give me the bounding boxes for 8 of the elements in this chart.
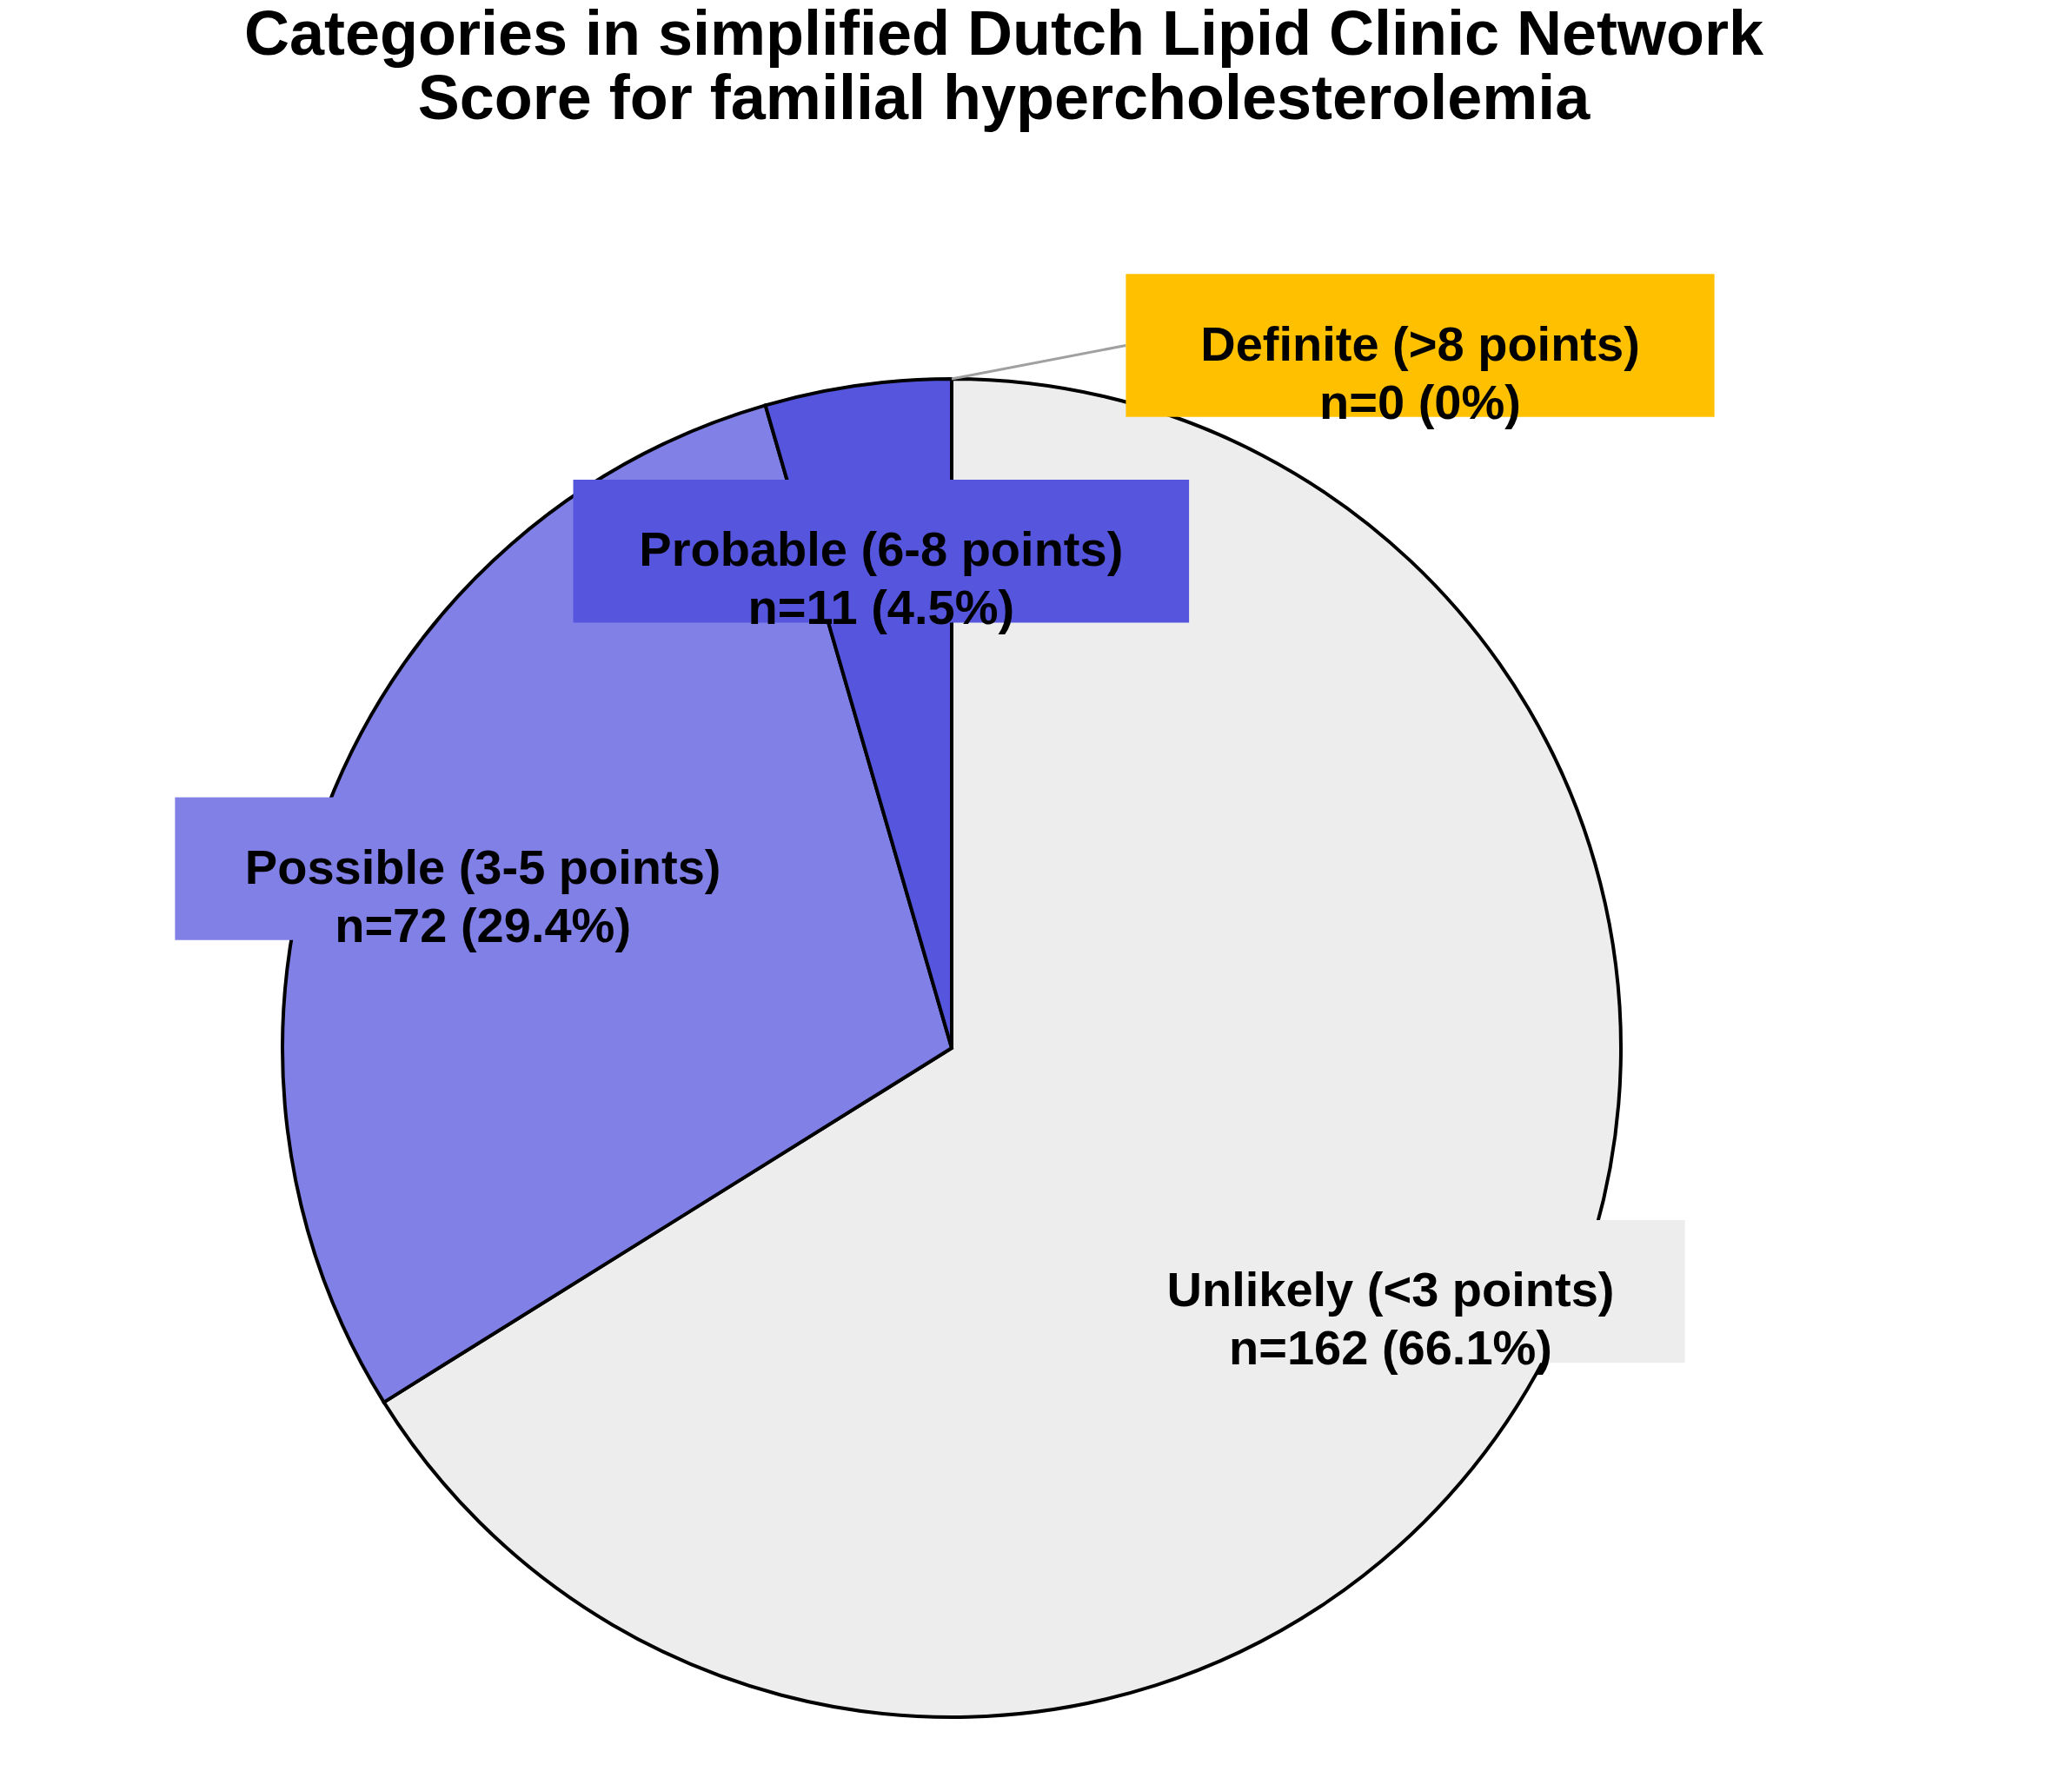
data-label: n=162 (66.1%) (1229, 1320, 1552, 1376)
slice-label: Possible (3-5 points) (244, 839, 721, 894)
slice-label: Unlikely (<3 points) (1166, 1262, 1615, 1317)
legend-label: Definite (>8 points) (1200, 315, 1640, 371)
slice-label: Probable (6-8 points) (639, 521, 1124, 577)
text: n=0 (0%) (1319, 374, 1521, 429)
data-label: n=72 (29.4%) (335, 897, 632, 952)
data-label: n=11 (4.5%) (747, 580, 1015, 635)
